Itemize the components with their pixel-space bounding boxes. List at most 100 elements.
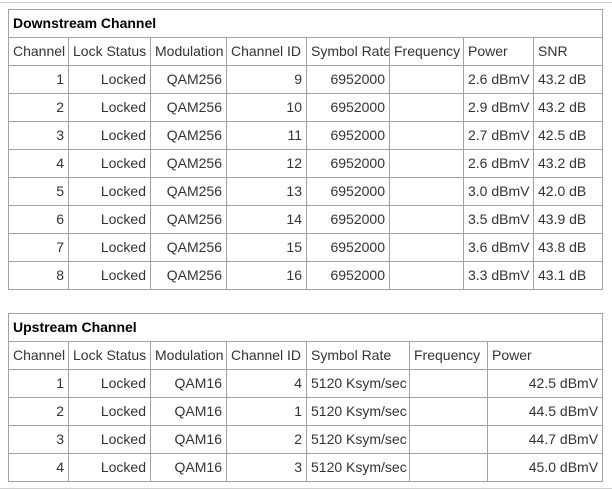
table-cell (389, 177, 464, 206)
table-cell: Locked (68, 149, 151, 178)
table-cell: 2.6 dBmV (463, 149, 534, 178)
table-cell: 5120 Ksym/sec (306, 453, 410, 482)
table-row: 6 Locked QAM256 14 6952000 3.5 dBmV 43.9 dB (8, 205, 604, 234)
table-cell: QAM256 (150, 65, 227, 94)
table-cell: QAM256 (150, 93, 227, 122)
column-header: Lock Status (68, 37, 151, 66)
table-cell: Locked (68, 121, 151, 150)
table-cell: 1 (8, 65, 69, 94)
table-cell: 3.3 dBmV (463, 261, 534, 290)
table-row: 5 Locked QAM256 13 6952000 3.0 dBmV 42.0 dB (8, 177, 604, 206)
table-row: 7 Locked QAM256 15 6952000 3.6 dBmV 43.8 dB (8, 233, 604, 262)
table-cell: 6952000 (306, 177, 390, 206)
channel-tables-section: Downstream Channel Channel Lock Status Mod… (0, 3, 612, 482)
table-cell: 43.9 dB (532, 205, 604, 234)
table-cell: 6952000 (306, 65, 390, 94)
table-row: 1 Locked QAM256 9 6952000 2.6 dBmV 43.2 dB (8, 65, 604, 94)
table-row: 4 Locked QAM16 3 5120 Ksym/sec 45.0 dBmV (8, 453, 604, 482)
table-cell: 8 (8, 261, 69, 290)
table-cell: 43.1 dB (532, 261, 604, 290)
table-cell: 3 (8, 121, 69, 150)
table-cell: Locked (68, 261, 151, 290)
table-cell: 6952000 (306, 93, 390, 122)
table-cell: 5120 Ksym/sec (306, 397, 410, 426)
table-cell: 3 (8, 425, 69, 454)
table-cell: 9 (226, 65, 307, 94)
table-cell (389, 65, 464, 94)
column-header: Channel (8, 341, 69, 370)
table-cell: 43.2 dB (532, 65, 604, 94)
column-header: Channel ID (226, 37, 307, 66)
table-cell: 7 (8, 233, 69, 262)
column-header: Frequency (389, 37, 464, 66)
table-cell (389, 121, 464, 150)
table-cell: Locked (68, 205, 151, 234)
table-cell: QAM256 (150, 121, 227, 150)
table-cell: 44.7 dBmV (486, 425, 604, 454)
table-cell: 45.0 dBmV (486, 453, 604, 482)
column-header: Power (486, 341, 604, 370)
table-cell: 2.6 dBmV (463, 65, 534, 94)
upstream-table-title: Upstream Channel (7, 313, 604, 342)
table-cell: 6952000 (306, 233, 390, 262)
table-cell (389, 205, 464, 234)
table-cell: Locked (68, 453, 151, 482)
table-cell: QAM16 (150, 453, 227, 482)
table-cell: Locked (68, 177, 151, 206)
table-cell: 2.9 dBmV (463, 93, 534, 122)
table-cell: 5120 Ksym/sec (306, 425, 410, 454)
table-cell: 6952000 (306, 261, 390, 290)
table-cell: 2.7 dBmV (463, 121, 534, 150)
table-cell (409, 453, 488, 482)
table-row: 2 Locked QAM256 10 6952000 2.9 dBmV 43.2 dB (8, 93, 604, 122)
table-cell (409, 425, 488, 454)
table-cell (409, 369, 488, 398)
table-cell: 1 (226, 397, 307, 426)
table-cell: 3.0 dBmV (463, 177, 534, 206)
table-cell: Locked (68, 233, 151, 262)
column-header: Lock Status (68, 341, 151, 370)
table-cell: 42.5 dBmV (486, 369, 604, 398)
table-cell: 15 (226, 233, 307, 262)
column-header: Frequency (409, 341, 488, 370)
table-cell: 6952000 (306, 121, 390, 150)
column-header: Symbol Rate (306, 341, 410, 370)
table-cell: 42.0 dB (532, 177, 604, 206)
table-cell: QAM256 (150, 205, 227, 234)
table-cell: 2 (8, 93, 69, 122)
table-header-row: Channel Lock Status Modulation Channel ID Sy… (8, 37, 604, 66)
table-cell: 6 (8, 205, 69, 234)
table-cell: QAM256 (150, 261, 227, 290)
table-row: 1 Locked QAM16 4 5120 Ksym/sec 42.5 dBmV (8, 369, 604, 398)
table-cell: 11 (226, 121, 307, 150)
table-cell: Locked (68, 93, 151, 122)
top-divider (0, 2, 612, 3)
table-cell: 44.5 dBmV (486, 397, 604, 426)
table-cell: 3.5 dBmV (463, 205, 534, 234)
table-cell (389, 149, 464, 178)
table-cell: 2 (226, 425, 307, 454)
table-cell (409, 397, 488, 426)
table-cell: QAM16 (150, 369, 227, 398)
table-cell: QAM16 (150, 397, 227, 426)
table-cell: 16 (226, 261, 307, 290)
table-cell: QAM256 (150, 177, 227, 206)
table-cell: 4 (226, 369, 307, 398)
table-cell: 3 (226, 453, 307, 482)
table-title-row: Downstream Channel (7, 9, 604, 38)
table-row: 4 Locked QAM256 12 6952000 2.6 dBmV 43.2 dB (8, 149, 604, 178)
upstream-channel-table: Upstream Channel Channel Lock Status Modul… (7, 313, 604, 482)
table-cell (389, 233, 464, 262)
table-cell: 43.2 dB (532, 93, 604, 122)
table-cell: 43.2 dB (532, 149, 604, 178)
table-header-row: Channel Lock Status Modulation Channel ID Sy… (8, 341, 604, 370)
column-header: SNR (532, 37, 604, 66)
table-cell: 4 (8, 453, 69, 482)
column-header: Power (463, 37, 534, 66)
table-cell: 6952000 (306, 205, 390, 234)
table-cell: QAM16 (150, 425, 227, 454)
table-cell: 10 (226, 93, 307, 122)
table-title-row: Upstream Channel (7, 313, 604, 342)
table-row: 3 Locked QAM16 2 5120 Ksym/sec 44.7 dBmV (8, 425, 604, 454)
